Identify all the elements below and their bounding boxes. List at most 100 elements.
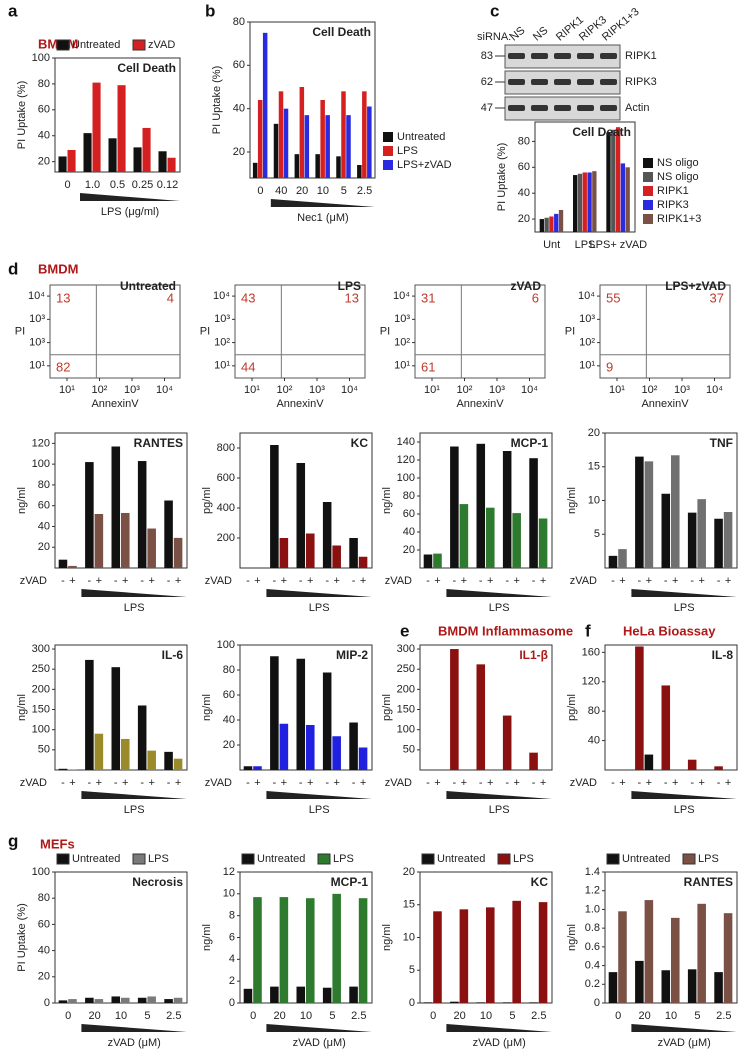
bar	[137, 997, 147, 1003]
subtitle: BMDM Inflammasome	[438, 623, 573, 638]
y-tick-label: 80	[38, 78, 50, 90]
bar	[147, 528, 156, 568]
y-tick-label: 10³	[29, 336, 45, 348]
row-label: zVAD	[570, 777, 597, 789]
bar	[252, 162, 258, 178]
bar	[367, 106, 372, 178]
y-tick-label: 140	[397, 436, 415, 448]
quadrant-label: 82	[56, 359, 70, 374]
plot-title: Cell Death	[572, 125, 631, 139]
y-tick-label: 10³	[214, 313, 230, 325]
x-tick-label: 0.5	[110, 179, 125, 191]
y-tick-label: 0	[229, 997, 235, 1009]
bar-label: +	[540, 777, 546, 789]
x-tick-label: 5	[329, 1010, 335, 1022]
plot-frame	[54, 871, 188, 1004]
plot-title: LPS	[338, 279, 361, 293]
bar-label: +	[646, 575, 652, 587]
bar-label: -	[273, 575, 277, 587]
y-tick-label: 400	[217, 502, 235, 514]
panel-label: c	[490, 1, 499, 20]
x-tick-label: 0.12	[157, 179, 178, 191]
y-tick-label: 150	[397, 703, 415, 715]
x-tick-label: 10⁴	[521, 384, 538, 396]
x-tick-label: 0	[64, 179, 70, 191]
bar	[243, 988, 253, 1003]
legend-label: Untreated	[437, 853, 485, 865]
x-axis-label: zVAD (μM)	[658, 1037, 711, 1049]
bar-label: +	[434, 575, 440, 587]
bar	[253, 766, 262, 770]
bar	[320, 100, 325, 178]
x-tick-label: 10⁴	[156, 384, 173, 396]
plot-frame	[604, 644, 738, 771]
legend-label: RIPK1	[657, 185, 689, 197]
bar	[279, 897, 289, 1003]
legend-label: RIPK1+3	[657, 213, 701, 225]
x-tick-label: 10¹	[244, 384, 260, 396]
bar-label: -	[299, 777, 303, 789]
y-tick-label: 5	[409, 964, 415, 976]
bar	[539, 219, 544, 232]
bar	[253, 897, 262, 1003]
dose-wedge	[80, 193, 180, 201]
x-axis-label: AnnexinV	[276, 398, 324, 410]
bar-label: +	[540, 575, 546, 587]
legend-key	[383, 132, 393, 142]
bar-label: -	[88, 575, 92, 587]
bar	[615, 127, 621, 232]
bar-label: +	[513, 777, 519, 789]
legend-key	[497, 853, 511, 865]
y-tick-label: 20	[403, 866, 415, 878]
x-tick-label: 20	[453, 1010, 465, 1022]
bar	[279, 538, 289, 568]
bar	[273, 123, 279, 178]
x-tick-label: LPS	[575, 239, 596, 251]
bar	[423, 554, 433, 568]
dose-wedge	[631, 791, 737, 799]
x-tick-label: 5	[341, 185, 347, 197]
bar-label: +	[487, 575, 493, 587]
y-tick-label: 100	[217, 639, 235, 651]
x-tick-label: 5	[144, 1010, 150, 1022]
legend-key	[682, 853, 696, 865]
y-axis-label: ng/ml	[201, 924, 213, 951]
y-tick-label: 12	[223, 866, 235, 878]
y-tick-label: 20	[38, 971, 50, 983]
x-tick-label: 10¹	[609, 384, 625, 396]
bar	[68, 999, 77, 1003]
y-tick-label: 80	[403, 490, 415, 502]
bar	[294, 154, 300, 178]
dose-wedge	[81, 791, 187, 799]
plot-title: KC	[351, 436, 369, 450]
bar	[142, 127, 151, 172]
plot-frame	[249, 21, 376, 179]
bar-label: -	[246, 575, 250, 587]
bar	[94, 733, 104, 770]
x-tick-label: 2.5	[351, 1010, 366, 1022]
bar	[502, 1002, 512, 1003]
bar	[299, 87, 305, 178]
row-label: zVAD	[20, 777, 47, 789]
bar	[164, 751, 173, 770]
y-tick-label: 20	[403, 544, 415, 556]
y-tick-label: 60	[223, 689, 235, 701]
y-tick-label: 2	[229, 975, 235, 987]
dose-wedge	[270, 199, 375, 207]
bar	[349, 986, 358, 1003]
bar	[362, 91, 367, 178]
bar	[661, 970, 671, 1003]
legend-key	[643, 186, 653, 196]
bar-label: -	[611, 777, 615, 789]
bar	[117, 85, 126, 172]
bar-label: -	[114, 575, 118, 587]
y-tick-label: 40	[38, 945, 50, 957]
y-tick-label: 20	[518, 213, 530, 225]
y-tick-label: 800	[217, 442, 235, 454]
y-axis-label: ng/ml	[381, 924, 393, 951]
y-tick-label: 10	[403, 931, 415, 943]
bar	[325, 115, 330, 178]
bar-label: -	[505, 575, 509, 587]
bar	[346, 115, 351, 178]
